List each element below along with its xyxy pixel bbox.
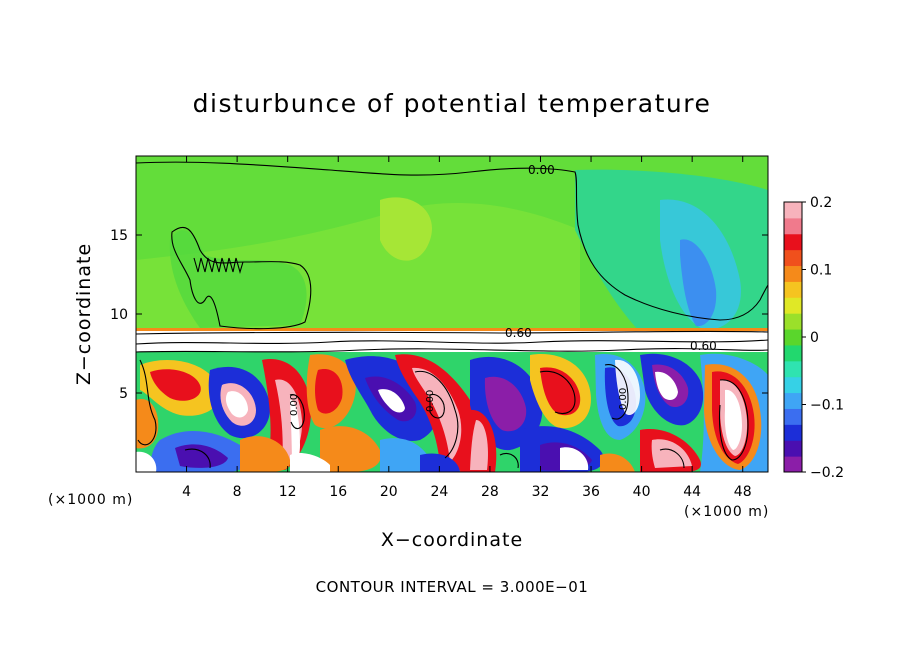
colorbar-swatch — [784, 360, 802, 378]
y-axis-label: Z−coordinate — [73, 243, 95, 385]
contour-lines — [136, 161, 768, 469]
colorbar-tick-label: 0 — [810, 330, 819, 346]
colorbar-tick-label: −0.1 — [810, 398, 844, 414]
colorbar-swatch — [784, 313, 802, 330]
x-tick-label: 24 — [430, 484, 448, 500]
colorbar-swatch — [784, 202, 802, 219]
x-tick-label: 4 — [182, 484, 191, 500]
contour-label: 0.00 — [528, 163, 555, 177]
x-axis-label: X−coordinate — [381, 529, 523, 551]
x-tick-label: 28 — [481, 484, 499, 500]
y-tick-label: 15 — [110, 228, 128, 244]
colorbar-tick-label: 0.2 — [810, 195, 832, 211]
colorbar-tick-label: 0.1 — [810, 263, 832, 279]
contour-label: 0.60 — [690, 339, 717, 353]
x-tick-label: 40 — [633, 484, 651, 500]
x-tick-label: 16 — [329, 484, 347, 500]
colorbar-swatch — [784, 233, 802, 251]
colorbar-swatch — [784, 265, 802, 282]
x-axis: 4 8 12 16 20 24 28 32 36 40 44 48 — [182, 156, 752, 500]
colorbar-swatch — [784, 249, 802, 267]
x-tick-label: 44 — [683, 484, 701, 500]
contour-label: 0.60 — [505, 326, 532, 340]
contour-labels: 0.00 0.60 0.60 0.00 0.00 0.00 — [289, 163, 717, 416]
colorbar-swatch — [784, 297, 802, 314]
colorbar-swatch — [784, 376, 802, 394]
inversion-red-line — [136, 328, 768, 331]
contour-interval-note: CONTOUR INTERVAL = 3.000E−01 — [316, 578, 589, 596]
colorbar-ticks: 0.2 0.1 0 −0.1 −0.2 — [802, 195, 844, 481]
y-axis: 5 10 15 — [110, 228, 768, 402]
contour-label: 0.00 — [289, 394, 300, 416]
colorbar-swatch — [784, 392, 802, 409]
upper-field-blue-plume — [680, 239, 717, 327]
colorbar-tick-label: −0.2 — [810, 465, 844, 481]
colorbar-swatch — [784, 344, 802, 362]
x-unit-label-left: (×1000 m) — [48, 492, 133, 508]
colorbar-swatch — [784, 408, 802, 425]
upper-field-yellowgreen-patch — [380, 197, 432, 261]
y-tick-label: 10 — [110, 307, 128, 323]
colorbar-swatch — [784, 440, 802, 457]
x-tick-label: 8 — [233, 484, 242, 500]
x-tick-label: 20 — [380, 484, 398, 500]
colorbar-swatch — [784, 456, 802, 473]
upper-left-contour-region — [169, 230, 307, 328]
contour-label: 0.00 — [425, 390, 436, 412]
x-tick-label: 36 — [582, 484, 600, 500]
x-tick-label: 48 — [734, 484, 752, 500]
lower-field-eddies — [136, 353, 768, 472]
colorbar-swatch — [784, 329, 802, 346]
colorbar-swatch — [784, 424, 802, 441]
y-tick-label: 5 — [119, 386, 128, 402]
colorbar — [784, 202, 802, 473]
colorbar-swatch — [784, 281, 802, 298]
x-tick-label: 32 — [532, 484, 550, 500]
x-unit-label-right: (×1000 m) — [684, 504, 769, 520]
x-tick-label: 12 — [279, 484, 297, 500]
contour-label: 0.00 — [618, 388, 629, 410]
colorbar-swatch — [784, 217, 802, 235]
plot-area: 0.00 0.60 0.60 0.00 0.00 0.00 — [136, 156, 768, 472]
chart-title: disturbunce of potential temperature — [193, 89, 712, 118]
